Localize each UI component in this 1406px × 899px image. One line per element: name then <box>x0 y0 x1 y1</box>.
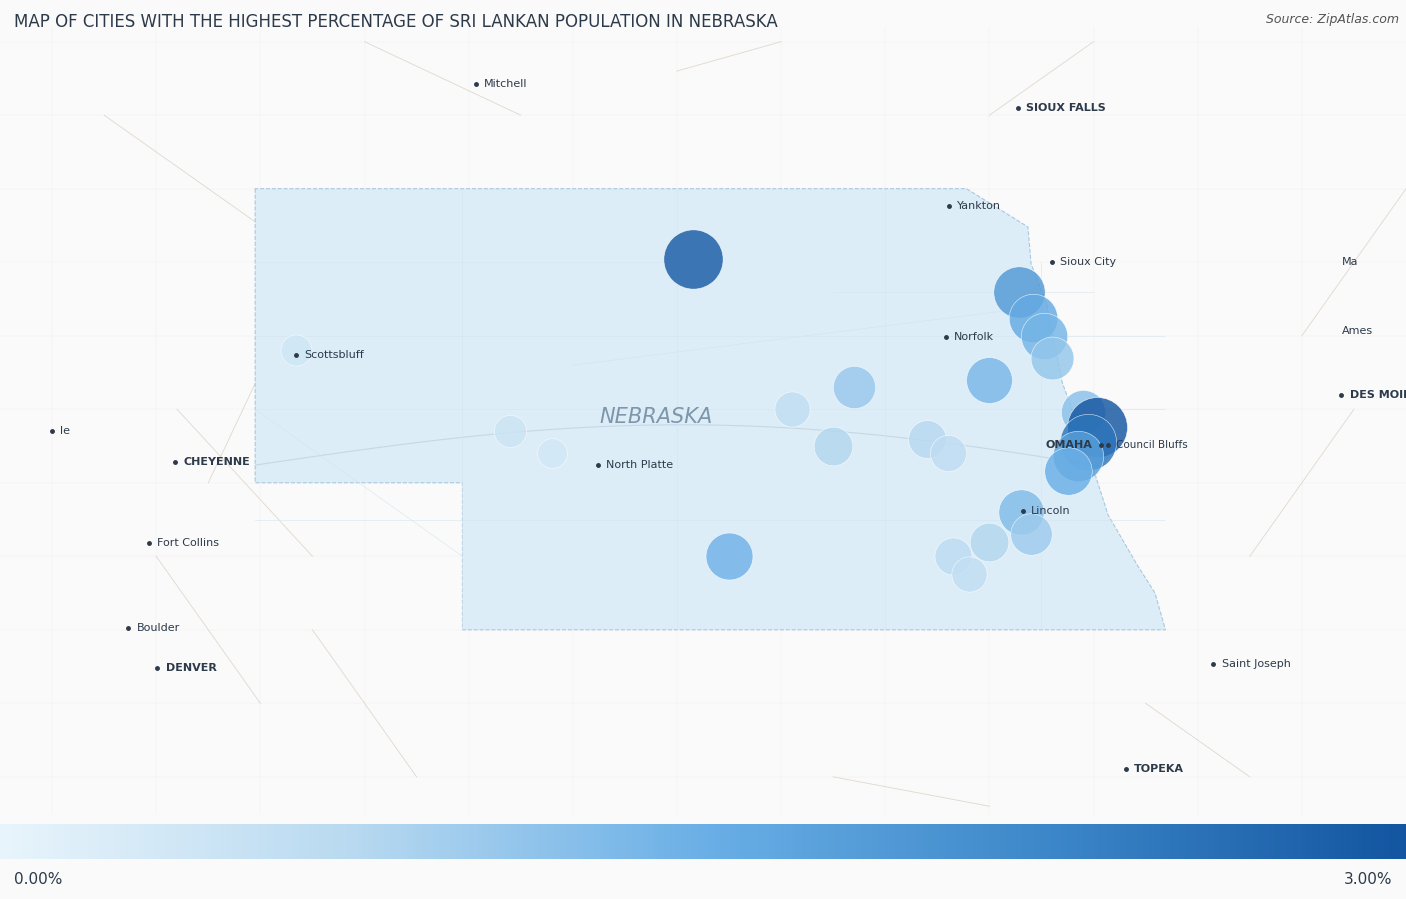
Point <box>718 549 741 564</box>
Point <box>1071 405 1094 420</box>
Point <box>1019 527 1042 541</box>
Point <box>1007 284 1029 298</box>
Point <box>284 343 307 358</box>
Point <box>1010 505 1032 520</box>
Point <box>979 373 1001 387</box>
Text: OMAHA: OMAHA <box>1046 440 1092 450</box>
Text: DENVER: DENVER <box>166 663 217 673</box>
Text: Council Bluffs: Council Bluffs <box>1116 440 1188 450</box>
Polygon shape <box>254 189 1166 630</box>
Point <box>499 424 522 439</box>
Text: NEBRASKA: NEBRASKA <box>599 406 713 427</box>
Point <box>682 252 704 266</box>
Point <box>823 439 845 453</box>
Point <box>1032 328 1054 343</box>
Point <box>1085 420 1108 434</box>
Point <box>942 549 965 564</box>
Text: Mitchell: Mitchell <box>484 79 527 89</box>
Text: SIOUX FALLS: SIOUX FALLS <box>1026 102 1105 113</box>
Text: 3.00%: 3.00% <box>1344 872 1392 886</box>
Text: Norfolk: Norfolk <box>955 333 994 343</box>
Text: CHEYENNE: CHEYENNE <box>183 458 250 467</box>
Point <box>1056 464 1078 478</box>
Point <box>541 446 564 460</box>
Text: Scottsbluff: Scottsbluff <box>304 350 364 360</box>
Text: North Platte: North Platte <box>606 460 673 470</box>
Point <box>1040 351 1063 365</box>
Text: Ames: Ames <box>1341 326 1372 336</box>
Text: Fort Collins: Fort Collins <box>157 539 219 548</box>
Text: TOPEKA: TOPEKA <box>1135 764 1184 774</box>
Text: DES MOINES: DES MOINES <box>1350 389 1406 399</box>
Point <box>1022 311 1045 325</box>
Text: Boulder: Boulder <box>136 623 180 633</box>
Text: Lincoln: Lincoln <box>1031 506 1071 516</box>
Text: Saint Joseph: Saint Joseph <box>1222 659 1291 669</box>
Point <box>842 380 865 395</box>
Text: le: le <box>60 426 70 436</box>
Text: Yankton: Yankton <box>957 201 1001 211</box>
Point <box>979 534 1001 548</box>
Text: Ma: Ma <box>1341 257 1358 267</box>
Point <box>1067 450 1090 464</box>
Point <box>936 446 959 460</box>
Point <box>957 566 980 581</box>
Point <box>915 432 938 446</box>
Point <box>780 402 803 416</box>
Point <box>1077 434 1099 449</box>
Text: MAP OF CITIES WITH THE HIGHEST PERCENTAGE OF SRI LANKAN POPULATION IN NEBRASKA: MAP OF CITIES WITH THE HIGHEST PERCENTAG… <box>14 13 778 31</box>
Text: 0.00%: 0.00% <box>14 872 62 886</box>
Text: Source: ZipAtlas.com: Source: ZipAtlas.com <box>1265 13 1399 26</box>
Text: Sioux City: Sioux City <box>1060 257 1116 267</box>
